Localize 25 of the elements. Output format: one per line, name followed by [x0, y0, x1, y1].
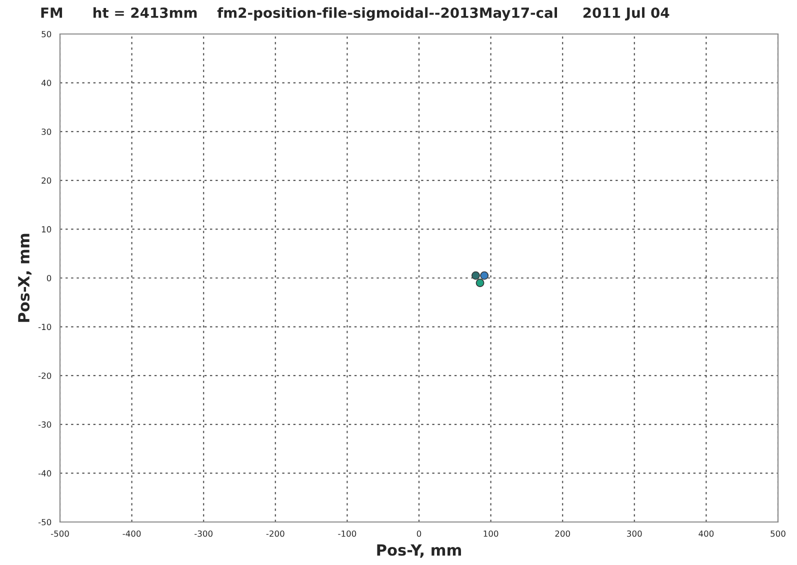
x-tick-label: -300: [194, 530, 213, 537]
y-tick-label: 30: [42, 128, 52, 135]
x-tick-label: 500: [770, 530, 786, 537]
y-tick-label: 50: [42, 30, 52, 38]
y-tick-label: 0: [46, 274, 52, 282]
y-tick-label: -50: [38, 518, 52, 526]
x-tick-label: 100: [484, 530, 498, 537]
x-axis-title: Pos-Y, mm: [377, 544, 461, 558]
x-tick-label: -200: [266, 530, 284, 537]
x-tick-label: -400: [122, 530, 141, 537]
y-tick-label: -20: [38, 372, 52, 379]
x-tick-label: -100: [338, 530, 356, 537]
y-tick-label: 10: [42, 226, 52, 232]
y-tick-label: 40: [41, 80, 52, 86]
x-tick-label: 400: [698, 530, 714, 537]
x-tick-label: -500: [50, 530, 69, 537]
y-tick-label: -30: [38, 421, 52, 428]
y-tick-label: 20: [42, 177, 52, 184]
x-tick-label: 200: [555, 530, 570, 537]
chart-title: FM ht = 2413mm fm2-position-file-sigmoidal--2013May17-cal 2011 Jul 04: [41, 7, 670, 21]
y-tick-label: -10: [38, 324, 52, 330]
y-axis-title: Pos-X, mm: [18, 234, 32, 322]
x-tick-label: 0: [416, 530, 422, 537]
y-tick-label: -40: [38, 470, 52, 476]
x-tick-label: 300: [627, 530, 642, 537]
